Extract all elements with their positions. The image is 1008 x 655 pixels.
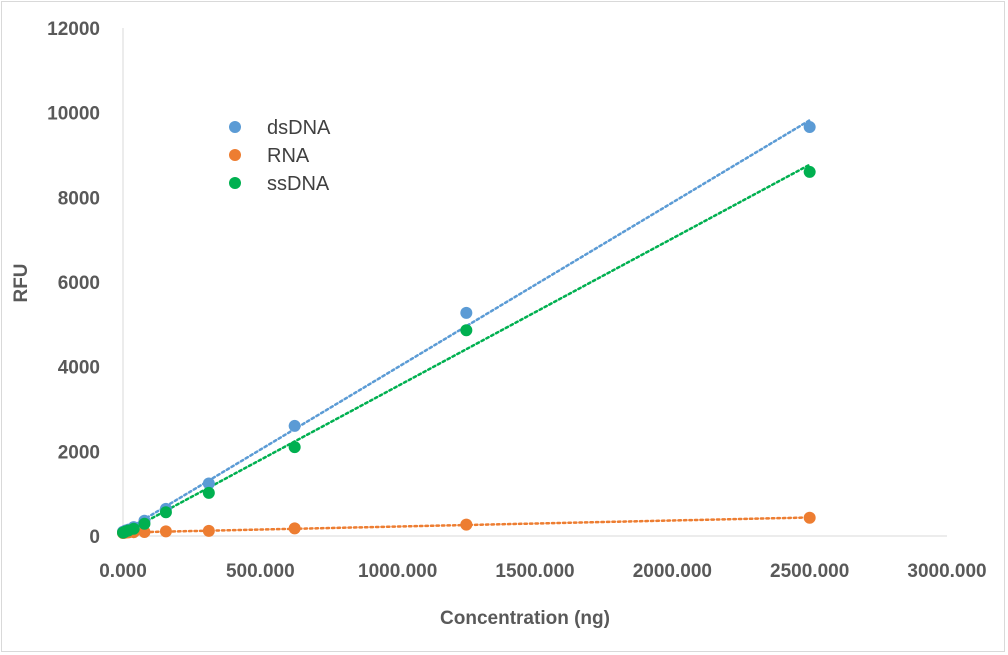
y-axis-title: RFU [11, 263, 32, 302]
data-point-ssdna [202, 486, 215, 499]
legend-marker-dsdna [229, 121, 241, 133]
data-point-ssdna [803, 165, 816, 178]
x-tick-label: 1000.000 [358, 561, 437, 582]
data-points [117, 121, 816, 540]
data-point-dsdna [202, 477, 215, 490]
data-point-ssdna [159, 506, 172, 519]
y-tick-label: 2000 [58, 442, 100, 463]
data-point-ssdna [288, 441, 301, 454]
data-point-ssdna [127, 522, 140, 535]
legend-label-ssdna: ssDNA [267, 173, 330, 195]
data-point-rna [138, 525, 151, 538]
legend-marker-rna [229, 149, 241, 161]
y-tick-label: 4000 [58, 358, 100, 379]
axes [122, 28, 947, 537]
data-point-rna [288, 522, 301, 535]
x-tick-label: 1500.000 [495, 561, 574, 582]
data-point-rna [159, 525, 172, 538]
legend: dsDNA RNA ssDNA [229, 117, 331, 195]
data-point-rna [460, 518, 473, 531]
legend-label-dsdna: dsDNA [267, 117, 331, 139]
legend-marker-ssdna [229, 177, 241, 189]
tick-labels: 0 2000 4000 6000 8000 10000 12000 0.000 500.000 1… [47, 19, 986, 582]
x-tick-label: 2500.000 [770, 561, 849, 582]
y-tick-label: 6000 [58, 273, 100, 294]
x-tick-label: 0.000 [99, 561, 147, 582]
trendline-ssdna [121, 163, 811, 535]
data-point-ssdna [138, 517, 151, 530]
y-tick-label: 0 [89, 527, 100, 548]
y-tick-label: 12000 [47, 19, 100, 40]
legend-label-rna: RNA [267, 145, 310, 167]
x-axis-title: Concentration (ng) [440, 608, 610, 629]
y-tick-label: 10000 [47, 104, 100, 125]
data-point-dsdna [803, 121, 816, 134]
data-point-rna [803, 511, 816, 524]
y-tick-label: 8000 [58, 188, 100, 209]
x-tick-label: 3000.000 [907, 561, 986, 582]
x-tick-label: 2000.000 [633, 561, 712, 582]
x-tick-label: 500.000 [226, 561, 295, 582]
data-point-rna [202, 524, 215, 537]
data-point-dsdna [460, 306, 473, 319]
data-point-dsdna [288, 419, 301, 432]
data-point-ssdna [460, 324, 473, 337]
